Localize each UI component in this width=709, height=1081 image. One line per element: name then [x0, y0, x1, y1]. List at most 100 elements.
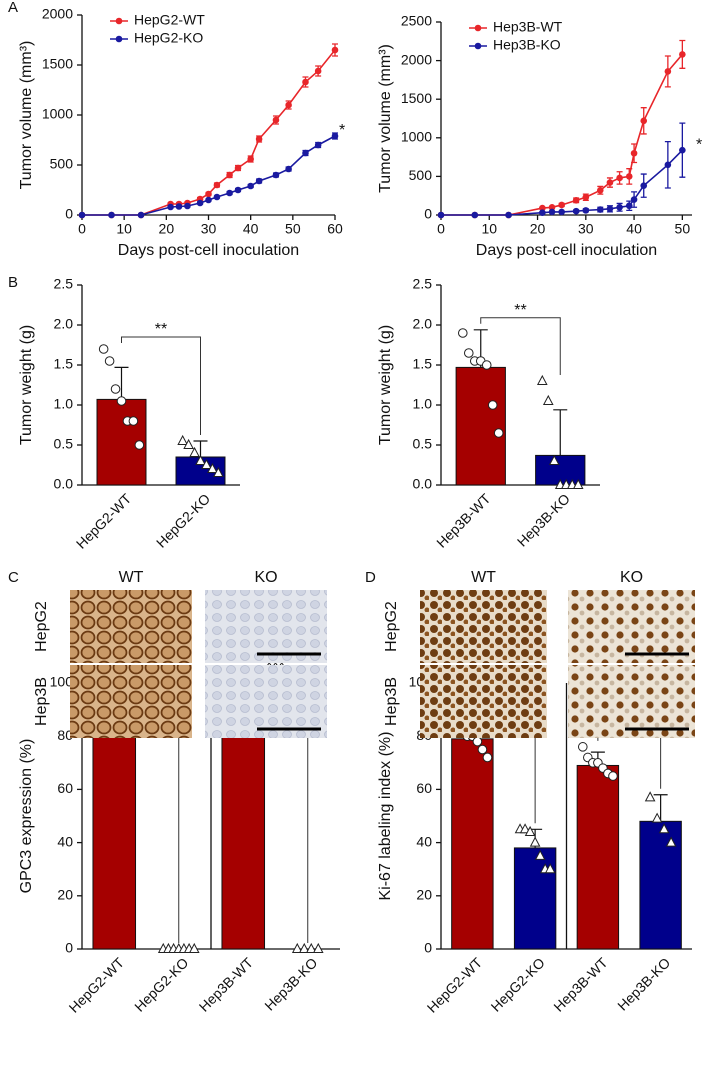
- y-tick-label: 2.5: [413, 276, 433, 292]
- error-bar: [553, 409, 568, 456]
- data-point: [234, 186, 242, 194]
- data-point: [137, 211, 145, 219]
- data-point: [331, 46, 339, 54]
- data-point: [314, 67, 322, 75]
- data-point: [664, 161, 672, 169]
- image-row-label: HepG2: [383, 601, 400, 652]
- x-tick-label: HepG2-KO: [131, 954, 191, 1014]
- data-point: [175, 203, 183, 210]
- y-tick-label: 1.0: [413, 396, 433, 412]
- data-point: [625, 202, 633, 210]
- ihc-image: [568, 590, 695, 663]
- ihc-image: [420, 665, 547, 738]
- data-point: [196, 199, 204, 207]
- error-bar: [193, 440, 208, 457]
- data-point: [213, 181, 221, 189]
- y-axis-label: Tumor volume (mm³): [18, 41, 35, 190]
- data-point: [234, 164, 242, 172]
- bar: [451, 738, 494, 950]
- ihc-image: [205, 590, 327, 663]
- data-point: [134, 440, 145, 450]
- image-column-label: WT: [471, 569, 496, 586]
- data-point: [314, 141, 322, 149]
- data-point: [255, 135, 263, 143]
- data-point: [116, 396, 127, 406]
- data-point: [481, 360, 492, 370]
- data-point: [272, 116, 280, 124]
- x-tick-label: Hep3B-KO: [261, 954, 320, 1013]
- data-point: [255, 177, 263, 185]
- y-tick-label: 60: [57, 780, 73, 796]
- data-point: [128, 416, 139, 426]
- x-tick-label: HepG2-KO: [153, 490, 213, 550]
- data-point: [291, 942, 303, 953]
- legend-marker: [115, 35, 123, 43]
- x-tick-label: 40: [626, 221, 642, 237]
- data-point: [213, 193, 221, 201]
- data-point: [529, 836, 541, 847]
- y-axis-label: Ki-67 labeling index (%): [377, 732, 394, 901]
- y-tick-label: 1.0: [54, 396, 74, 412]
- significance: *: [339, 122, 345, 139]
- data-point: [188, 942, 200, 953]
- data-point: [519, 823, 531, 834]
- data-point: [572, 207, 580, 215]
- x-tick-label: HepG2-WT: [73, 490, 135, 552]
- data-point: [78, 211, 86, 219]
- x-tick-label: Hep3B-WT: [550, 954, 611, 1015]
- data-point: [616, 203, 623, 211]
- significance-bracket: [121, 336, 201, 435]
- y-tick-label: 100: [50, 674, 74, 690]
- x-tick-label: 30: [201, 221, 217, 237]
- data-point: [630, 196, 638, 203]
- data-point: [285, 165, 292, 173]
- x-tick-label: HepG2-KO: [488, 954, 548, 1014]
- x-tick-label: Hep3B-WT: [433, 490, 494, 551]
- y-axis-label: GPC3 expression (%): [18, 739, 35, 894]
- data-point: [572, 478, 584, 489]
- x-tick-label: 20: [159, 221, 175, 237]
- data-point: [98, 344, 109, 354]
- data-point: [606, 179, 614, 186]
- data-point: [437, 211, 445, 219]
- data-point: [226, 171, 233, 179]
- x-tick-label: 30: [578, 221, 594, 237]
- data-point: [272, 171, 280, 179]
- legend-label: HepG2-KO: [134, 30, 203, 46]
- data-point: [625, 173, 633, 180]
- panel-letter: A: [8, 0, 18, 16]
- data-point: [298, 942, 310, 953]
- data-point: [630, 149, 638, 157]
- x-tick-label: Hep3B-WT: [196, 954, 257, 1015]
- y-axis-label: Tumor weight (g): [377, 325, 394, 445]
- series-line: [441, 53, 683, 216]
- legend-label: Hep3B-KO: [493, 37, 561, 53]
- y-tick-label: 40: [57, 833, 73, 849]
- y-tick-label: 2000: [42, 6, 73, 22]
- y-tick-label: 2000: [401, 51, 432, 67]
- series-line: [82, 135, 336, 216]
- data-point: [482, 752, 493, 763]
- data-point: [302, 149, 309, 157]
- data-point: [201, 458, 212, 469]
- data-point: [285, 101, 292, 109]
- x-axis-label: Days post-cell inoculation: [118, 242, 299, 259]
- data-point: [658, 823, 670, 834]
- x-axis-label: Days post-cell inoculation: [476, 242, 657, 259]
- data-point: [558, 208, 565, 216]
- legend-marker: [474, 42, 482, 50]
- x-tick-label: 20: [530, 221, 546, 237]
- data-point: [472, 736, 483, 747]
- image-row-label: HepG2: [33, 601, 50, 652]
- data-point: [679, 146, 686, 154]
- image-column-label: WT: [119, 569, 144, 586]
- bar: [455, 366, 506, 486]
- y-tick-label: 1.5: [54, 356, 74, 372]
- y-tick-label: 0: [424, 206, 432, 222]
- data-point: [104, 356, 115, 366]
- y-tick-label: 80: [57, 727, 73, 743]
- y-tick-label: 0.0: [54, 476, 74, 492]
- y-tick-label: 2500: [401, 13, 432, 29]
- significance: **: [514, 302, 526, 319]
- panel-letter: B: [8, 274, 18, 291]
